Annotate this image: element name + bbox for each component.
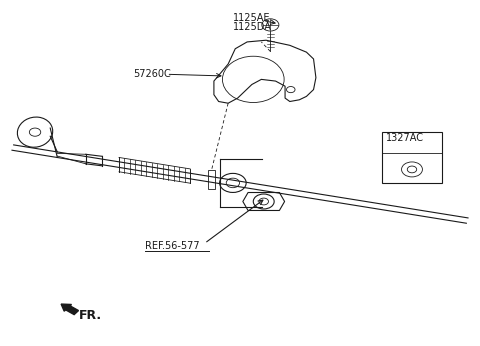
Bar xyxy=(208,170,216,189)
Text: REF.56-577: REF.56-577 xyxy=(145,241,200,251)
Text: FR.: FR. xyxy=(79,309,102,322)
Text: 1125DA: 1125DA xyxy=(233,22,272,32)
Text: 1125AE: 1125AE xyxy=(233,13,270,23)
Text: 57260C: 57260C xyxy=(133,69,171,79)
FancyArrow shape xyxy=(61,304,79,315)
Bar xyxy=(383,132,442,183)
Text: 1327AC: 1327AC xyxy=(386,133,424,143)
